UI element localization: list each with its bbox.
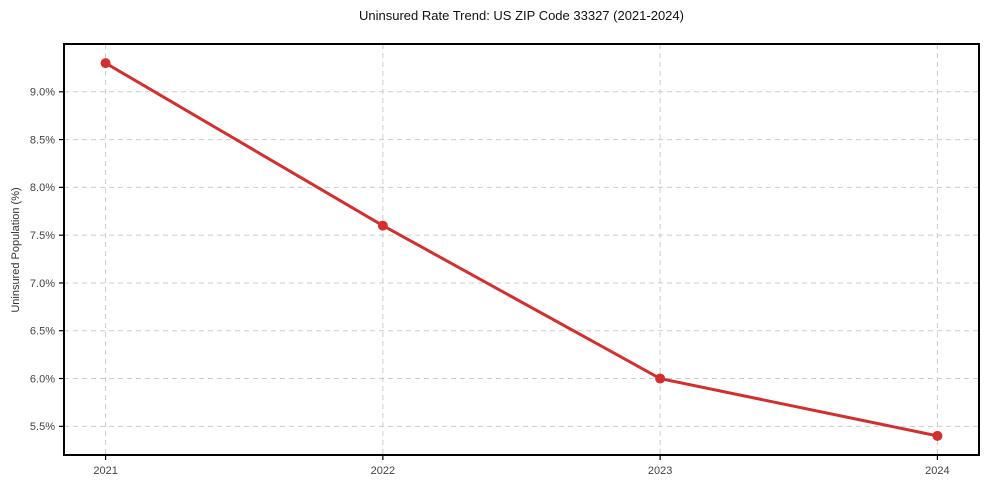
y-tick-label: 8.5% xyxy=(30,134,55,146)
x-tick-label: 2024 xyxy=(925,465,949,477)
y-tick-label: 8.0% xyxy=(30,182,55,194)
x-tick-label: 2021 xyxy=(93,465,117,477)
trend-line xyxy=(104,61,939,438)
data-point xyxy=(932,430,943,441)
data-point-markers xyxy=(100,58,943,441)
plot-border xyxy=(63,43,980,456)
y-tick-label: 6.5% xyxy=(30,326,55,338)
y-tick-label: 6.0% xyxy=(30,373,55,385)
y-tick-label: 5.5% xyxy=(30,421,55,433)
data-point xyxy=(377,220,388,231)
x-tick-labels: 2021 2022 2023 2024 xyxy=(93,465,949,477)
y-tick-labels: 5.5% 6.0% 6.5% 7.0% 7.5% 8.0% 8.5% 9.0% xyxy=(30,87,55,434)
chart-title: Uninsured Rate Trend: US ZIP Code 33327 … xyxy=(359,8,684,23)
gridlines xyxy=(64,44,979,455)
data-point xyxy=(655,373,666,384)
y-tick-label: 7.0% xyxy=(30,278,55,290)
axis-ticks xyxy=(59,91,939,460)
x-tick-label: 2023 xyxy=(648,465,672,477)
y-tick-label: 9.0% xyxy=(30,87,55,99)
x-tick-label: 2022 xyxy=(371,465,395,477)
data-point xyxy=(100,58,111,69)
y-tick-label: 7.5% xyxy=(30,230,55,242)
